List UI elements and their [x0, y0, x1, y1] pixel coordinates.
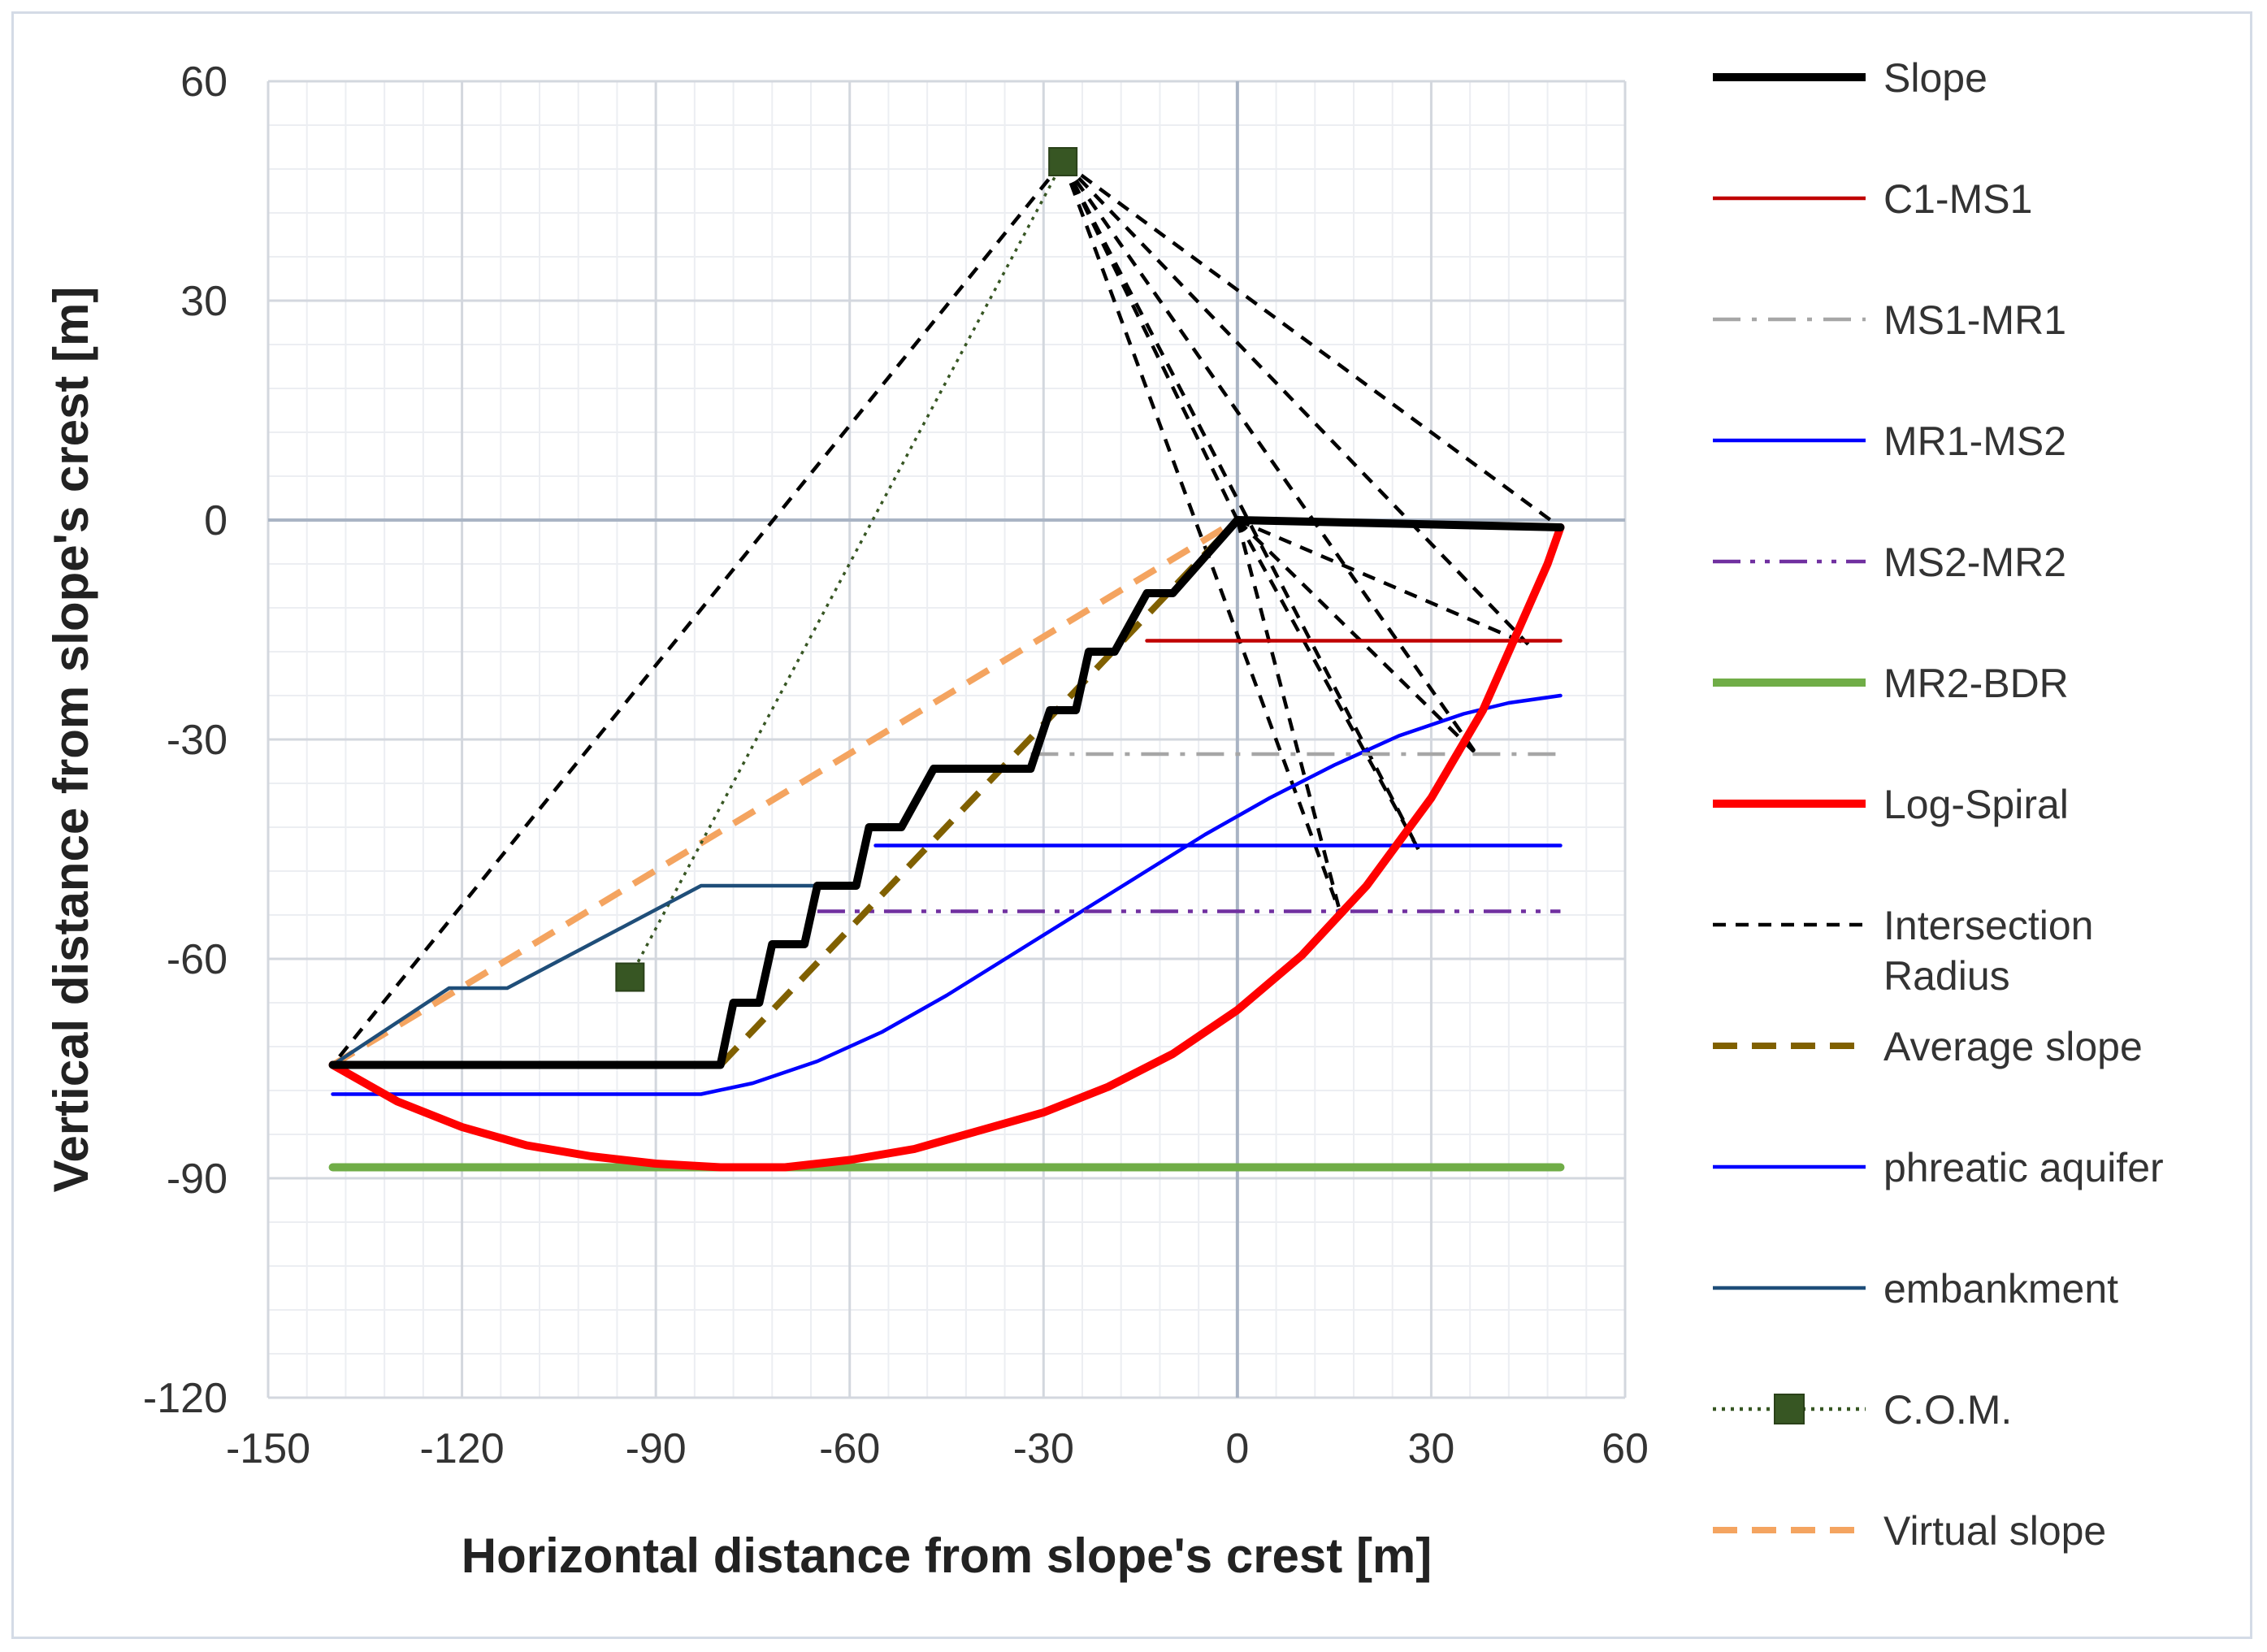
- legend-item-mr2-bdr: MR2-BDR: [1713, 661, 2069, 706]
- series-average-slope-line: [717, 518, 1240, 1068]
- x-tick-label: -120: [420, 1425, 505, 1472]
- series-embankment-line: [331, 883, 852, 1067]
- legend-label-average-slope: Average slope: [1883, 1024, 2143, 1069]
- legend-label-ms1-mr1: MS1-MR1: [1883, 297, 2066, 343]
- x-tick-label: 0: [1225, 1425, 1249, 1472]
- series-intersection-radius-line: [1236, 518, 1478, 756]
- legend-item-mr1-ms2: MR1-MS2: [1713, 418, 2066, 464]
- x-tick-label: -90: [626, 1425, 687, 1472]
- legend-item-ms1-mr1: MS1-MR1: [1713, 297, 2066, 343]
- series-c-o-m-marker: [615, 962, 645, 992]
- legend-item-intersection-radius: Intersection Radius: [1713, 903, 2093, 999]
- y-tick-label: -120: [143, 1375, 228, 1422]
- series-virtual-slope-line: [331, 517, 1239, 1068]
- legend-label-mr1-ms2: MR1-MS2: [1883, 418, 2066, 464]
- legend-label-ms2-mr2: MS2-MR2: [1883, 540, 2066, 585]
- series-intersection-radius-line: [1061, 160, 1530, 646]
- legend-item-ms2-mr2: MS2-MR2: [1713, 540, 2066, 585]
- series-intersection-radius-line: [1061, 161, 1239, 521]
- y-axis-title: Vertical distance from slope's crest [m]: [44, 287, 98, 1193]
- legend-marker-c-o-m: [1774, 1394, 1805, 1424]
- series-intersection-radius-line: [1235, 519, 1343, 916]
- x-tick-label: -60: [819, 1425, 880, 1472]
- legend-label-c-o-m: C.O.M.: [1883, 1387, 2012, 1433]
- legend-item-log-spiral: Log-Spiral: [1713, 782, 2069, 827]
- series-intersection-radius-line: [1061, 160, 1478, 756]
- series-log-spiral-line: [328, 523, 1565, 1172]
- legend-label-embankment: embankment: [1883, 1266, 2118, 1312]
- y-tick-label: -30: [167, 717, 228, 764]
- series-intersection-radius-line: [331, 160, 1064, 1066]
- y-tick-label: 30: [180, 278, 228, 325]
- y-tick-label: 0: [204, 497, 228, 544]
- series-c-o-m-line: [628, 161, 1064, 978]
- series-layer: [328, 147, 1565, 1172]
- x-axis-title: Horizontal distance from slope's crest […: [462, 1528, 1433, 1583]
- legend-label-slope: Slope: [1883, 55, 1987, 101]
- legend-label-c1-ms1: C1-MS1: [1883, 176, 2032, 222]
- legend-item-embankment: embankment: [1713, 1266, 2118, 1312]
- legend-item-virtual-slope: Virtual slope: [1713, 1508, 2106, 1554]
- legend-label-mr2-bdr: MR2-BDR: [1883, 661, 2069, 706]
- legend-item-c-o-m: C.O.M.: [1713, 1387, 2012, 1433]
- series-phreatic-aquifer-line: [331, 693, 1563, 1096]
- series-c-o-m-marker: [1048, 147, 1078, 176]
- x-tick-label: 30: [1408, 1425, 1455, 1472]
- legend-item-average-slope: Average slope: [1713, 1024, 2143, 1069]
- legend-item-slope: Slope: [1713, 55, 1987, 101]
- y-tick-label: 60: [180, 59, 228, 106]
- legend-item-phreatic-aquifer: phreatic aquifer: [1713, 1145, 2164, 1190]
- legend: Slope C1-MS1 MS1-MR1 MR1-MS2 MS2-MR2 MR2-BDR L…: [1713, 55, 2164, 1554]
- x-tick-label: -150: [226, 1425, 310, 1472]
- series-intersection-radius-line: [1235, 518, 1420, 851]
- legend-label-intersection-radius: Intersection: [1883, 903, 2093, 948]
- series-intersection-radius-line: [1236, 518, 1529, 647]
- series-slope-line: [328, 516, 1565, 1069]
- series-intersection-radius-line: [1061, 160, 1562, 529]
- major-grid: [267, 80, 1627, 1399]
- series-intersection-radius-line: [1061, 161, 1343, 916]
- legend-label-virtual-slope: Virtual slope: [1883, 1508, 2106, 1554]
- x-tick-label: -30: [1013, 1425, 1074, 1472]
- legend-label-phreatic-aquifer: phreatic aquifer: [1883, 1145, 2164, 1190]
- legend-label-log-spiral: Log-Spiral: [1883, 782, 2069, 827]
- legend-label-intersection-radius-line2: Radius: [1883, 953, 2010, 999]
- legend-item-c1-ms1: C1-MS1: [1713, 176, 2032, 222]
- y-tick-label: -60: [167, 936, 228, 983]
- series-intersection-radius-line: [1061, 160, 1420, 851]
- x-tick-label: 60: [1602, 1425, 1649, 1472]
- y-tick-label: -90: [167, 1156, 228, 1203]
